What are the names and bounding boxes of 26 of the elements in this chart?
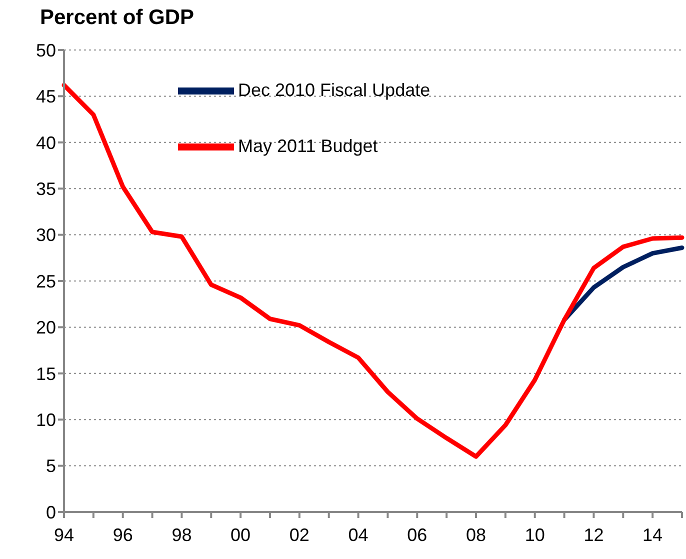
line-series [62, 82, 684, 459]
y-tick-label: 40 [36, 132, 56, 153]
x-tick-label: 02 [289, 524, 310, 545]
x-tick-label: 14 [642, 524, 663, 545]
x-tick-label: 10 [524, 524, 545, 545]
x-tick-label: 12 [584, 524, 604, 545]
y-tick-label: 25 [36, 271, 56, 292]
x-tick-label: 96 [112, 524, 133, 545]
y-tick-label: 50 [36, 40, 56, 60]
y-tick-label: 45 [36, 86, 56, 107]
y-tick-label: 15 [36, 364, 56, 384]
x-tick-label: 94 [54, 524, 74, 545]
x-tick-label: 08 [466, 524, 486, 545]
x-tick-label: 00 [230, 524, 251, 545]
legend-label: May 2011 Budget [238, 136, 378, 156]
x-tick-label: 98 [172, 524, 192, 545]
y-tick-label: 10 [36, 410, 56, 430]
y-tick-label: 0 [46, 502, 56, 522]
y-tick-label: 5 [46, 456, 56, 476]
y-tick-label: 20 [36, 318, 56, 338]
x-tick-label: 06 [407, 524, 428, 545]
x-tick-label: 04 [348, 524, 368, 545]
y-tick-label: 35 [36, 178, 56, 199]
y-tick-label: 30 [36, 225, 56, 246]
legend-label: Dec 2010 Fiscal Update [238, 80, 430, 100]
chart-title: Percent of GDP [40, 6, 194, 30]
